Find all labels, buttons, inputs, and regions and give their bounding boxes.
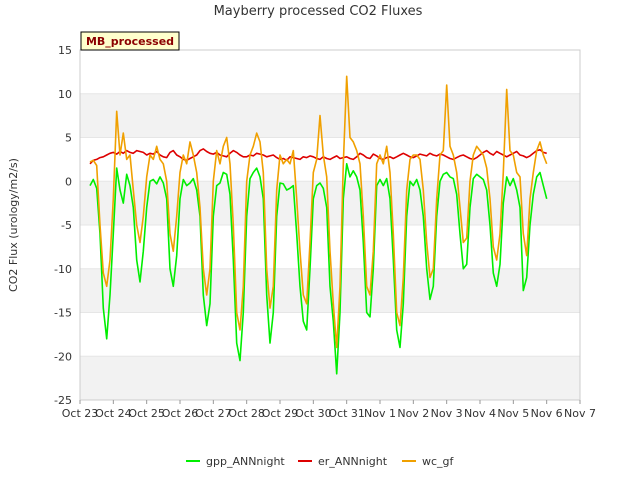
band-2 [80, 181, 580, 225]
x-tick-label-9: Nov 1 [364, 407, 396, 420]
x-tick-label-5: Oct 28 [228, 407, 265, 420]
dataset-tag-label: MB_processed [86, 35, 174, 48]
x-tick-label-7: Oct 30 [295, 407, 332, 420]
series-layer [89, 75, 548, 375]
series-line-wc_gf [89, 75, 548, 349]
chart-title: Mayberry processed CO2 Fluxes [214, 4, 423, 19]
x-tick-label-10: Nov 2 [397, 407, 429, 420]
legend-label-wc_gf: wc_gf [422, 455, 455, 468]
x-tick-label-6: Oct 29 [262, 407, 299, 420]
y-tick-label-0: -25 [54, 394, 72, 407]
y-tick-label-6: 5 [65, 132, 72, 145]
legend-label-gpp_ANNnight: gpp_ANNnight [206, 455, 285, 468]
dataset-tag: MB_processed [80, 31, 180, 51]
legend-label-er_ANNnight: er_ANNnight [318, 455, 388, 468]
legend: gpp_ANNnight er_ANNnight wc_gf [186, 455, 455, 468]
y-axis-label: CO2 Flux (urology/m2/s) [7, 158, 20, 292]
plot-frame [79, 49, 581, 401]
dataset-tag-box [80, 31, 180, 51]
x-tick-label-12: Nov 4 [464, 407, 496, 420]
y-tick-label-5: 0 [65, 175, 72, 188]
series-line-gpp_ANNnight [89, 163, 548, 375]
x-tick-label-13: Nov 5 [497, 407, 529, 420]
y-axis: -25 -20 -15 -10 -5 0 5 10 15 [54, 44, 72, 407]
x-tick-label-8: Oct 31 [328, 407, 365, 420]
x-tick-label-14: Nov 6 [531, 407, 563, 420]
x-tick-label-15: Nov 7 [564, 407, 596, 420]
x-tick-label-3: Oct 26 [162, 407, 199, 420]
y-tick-label-4: -5 [61, 219, 72, 232]
y-tick-label-8: 15 [58, 44, 72, 57]
x-tick-label-2: Oct 25 [128, 407, 165, 420]
y-tick-label-3: -10 [54, 263, 72, 276]
y-tick-label-1: -20 [54, 350, 72, 363]
x-tick-label-4: Oct 27 [195, 407, 232, 420]
y-tick-label-2: -15 [54, 307, 72, 320]
x-tick-label-0: Oct 23 [62, 407, 99, 420]
x-tick-label-1: Oct 24 [95, 407, 132, 420]
series-line-er_ANNnight [89, 148, 547, 165]
y-tick-label-7: 10 [58, 88, 72, 101]
band-0 [80, 356, 580, 400]
band-3 [80, 93, 580, 138]
x-tick-label-11: Nov 3 [431, 407, 463, 420]
